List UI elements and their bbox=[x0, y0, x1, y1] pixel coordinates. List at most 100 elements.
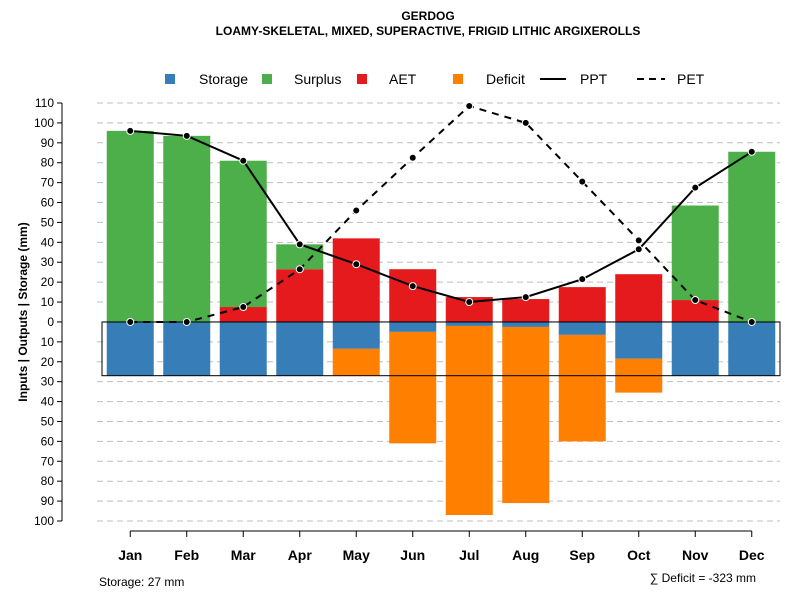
aet-bar bbox=[276, 269, 324, 322]
legend: Storage Surplus AET Deficit PPT PET bbox=[165, 71, 705, 87]
y-tick-label: 90 bbox=[41, 494, 55, 508]
deficit-bar bbox=[502, 326, 550, 504]
series-lines bbox=[126, 101, 756, 326]
pet-point bbox=[182, 317, 191, 326]
legend-storage-swatch bbox=[165, 74, 175, 84]
pet-point bbox=[295, 265, 304, 274]
deficit-bar bbox=[332, 348, 380, 376]
storage-bar bbox=[558, 321, 606, 335]
legend-deficit-label: Deficit bbox=[486, 71, 525, 87]
chart-title: GERDOG bbox=[401, 9, 454, 23]
legend-deficit-swatch bbox=[453, 74, 463, 84]
storage-bar bbox=[106, 321, 154, 376]
x-tick-label-may: May bbox=[343, 547, 370, 563]
chart-subtitle: LOAMY-SKELETAL, MIXED, SUPERACTIVE, FRIG… bbox=[216, 24, 641, 38]
y-tick-label: 40 bbox=[41, 235, 55, 249]
x-tick-label-jun: Jun bbox=[400, 547, 425, 563]
y-tick-label: 50 bbox=[41, 215, 55, 229]
pet-point bbox=[634, 236, 643, 245]
ppt-point bbox=[126, 126, 135, 135]
y-tick-label: 10 bbox=[41, 335, 55, 349]
aet-bar bbox=[389, 269, 437, 322]
surplus-bar bbox=[106, 130, 154, 322]
surplus-bar bbox=[276, 244, 324, 270]
y-tick-label: 100 bbox=[34, 514, 54, 528]
x-tick-label-apr: Apr bbox=[288, 547, 313, 563]
y-tick-label: 0 bbox=[47, 315, 54, 329]
y-tick-label: 30 bbox=[41, 255, 55, 269]
y-tick-label: 40 bbox=[41, 395, 55, 409]
legend-ppt-label: PPT bbox=[580, 71, 608, 87]
legend-aet-swatch bbox=[357, 74, 367, 84]
ppt-point bbox=[521, 293, 530, 302]
surplus-bar bbox=[671, 205, 719, 301]
y-tick-label: 10 bbox=[41, 295, 55, 309]
deficit-bar bbox=[389, 331, 437, 444]
storage-note: Storage: 27 mm bbox=[99, 575, 184, 589]
surplus-bar bbox=[163, 135, 211, 322]
aet-bar bbox=[615, 274, 663, 322]
pet-point bbox=[578, 177, 587, 186]
y-axis: 1101009080706050403020100102030405060708… bbox=[34, 96, 63, 528]
pet-point bbox=[408, 153, 417, 162]
y-tick-label: 20 bbox=[41, 275, 55, 289]
legend-surplus-swatch bbox=[262, 74, 272, 84]
y-tick-label: 90 bbox=[41, 136, 55, 150]
pet-point bbox=[465, 101, 474, 110]
y-tick-label: 110 bbox=[35, 96, 54, 110]
ppt-line bbox=[130, 129, 753, 304]
ppt-point bbox=[408, 282, 417, 291]
aet-bar bbox=[219, 307, 267, 322]
deficit-sum-note: ∑ Deficit = -323 mm bbox=[650, 571, 756, 585]
pet-point bbox=[521, 118, 530, 127]
y-tick-label: 70 bbox=[41, 454, 55, 468]
deficit-bar bbox=[445, 325, 493, 516]
x-tick-label-mar: Mar bbox=[231, 547, 256, 563]
y-tick-label: 60 bbox=[41, 196, 55, 210]
y-tick-label: 20 bbox=[41, 355, 55, 369]
y-tick-label: 100 bbox=[34, 116, 54, 130]
ppt-point bbox=[295, 240, 304, 249]
ppt-point bbox=[634, 245, 643, 254]
aet-bar bbox=[332, 238, 380, 322]
x-tick-label-oct: Oct bbox=[627, 547, 651, 563]
x-tick-label-aug: Aug bbox=[512, 547, 539, 563]
storage-bar bbox=[332, 321, 380, 349]
ppt-point bbox=[352, 260, 361, 269]
storage-bar bbox=[502, 321, 550, 327]
pet-point bbox=[352, 206, 361, 215]
aet-bar bbox=[502, 299, 550, 322]
legend-aet-label: AET bbox=[389, 71, 417, 87]
bars bbox=[106, 130, 776, 516]
deficit-bar bbox=[558, 334, 606, 442]
ppt-point bbox=[691, 183, 700, 192]
storage-bar bbox=[671, 321, 719, 376]
x-tick-label-jul: Jul bbox=[459, 547, 479, 563]
y-tick-label: 70 bbox=[41, 176, 55, 190]
aet-bar bbox=[671, 300, 719, 322]
surplus-bar bbox=[728, 151, 776, 322]
pet-point bbox=[747, 317, 756, 326]
pet-point bbox=[691, 296, 700, 305]
storage-bar bbox=[389, 321, 437, 332]
legend-storage-label: Storage bbox=[199, 71, 248, 87]
ppt-point bbox=[747, 147, 756, 156]
legend-pet-label: PET bbox=[677, 71, 705, 87]
y-tick-label: 80 bbox=[41, 156, 55, 170]
x-tick-label-nov: Nov bbox=[682, 547, 709, 563]
pet-line bbox=[130, 104, 753, 323]
legend-surplus-label: Surplus bbox=[294, 71, 341, 87]
x-tick-label-feb: Feb bbox=[174, 547, 199, 563]
ppt-point bbox=[578, 275, 587, 284]
y-axis-label: Inputs | Outputs | Storage (mm) bbox=[16, 222, 30, 401]
storage-bar bbox=[163, 321, 211, 376]
y-tick-label: 30 bbox=[41, 375, 55, 389]
y-tick-label: 60 bbox=[41, 434, 55, 448]
storage-bar bbox=[445, 321, 493, 326]
y-tick-label: 80 bbox=[41, 474, 55, 488]
storage-bar bbox=[728, 321, 776, 376]
x-tick-label-dec: Dec bbox=[739, 547, 765, 563]
ppt-point bbox=[182, 131, 191, 140]
x-axis: Jan Feb Mar Apr May Jun Jul Aug Sep Oct Nov Dec bbox=[118, 530, 765, 563]
